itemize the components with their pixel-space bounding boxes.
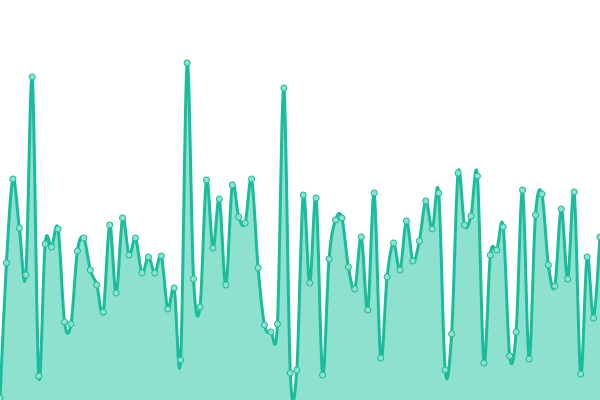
data-point-45: [286, 369, 294, 377]
data-point-19: [119, 214, 127, 222]
data-point-74: [473, 172, 481, 180]
data-point-17: [106, 221, 114, 229]
data-point-79: [506, 352, 514, 360]
data-point-44: [280, 84, 288, 92]
data-point-20: [125, 251, 133, 259]
data-point-22: [138, 269, 146, 277]
data-point-69: [441, 366, 449, 374]
data-point-27: [170, 284, 178, 292]
data-point-4: [22, 271, 30, 279]
data-point-82: [525, 355, 533, 363]
data-point-31: [196, 303, 204, 311]
data-point-33: [209, 244, 217, 252]
data-point-88: [564, 275, 572, 283]
data-point-43: [273, 320, 281, 328]
data-point-83: [531, 211, 539, 219]
data-point-55: [351, 285, 359, 293]
data-point-49: [312, 194, 320, 202]
data-point-14: [86, 266, 94, 274]
data-point-15: [93, 281, 101, 289]
data-point-67: [428, 225, 436, 233]
area-fill: [0, 62, 600, 400]
data-point-51: [325, 255, 333, 263]
data-point-76: [486, 251, 494, 259]
data-point-25: [157, 252, 165, 260]
data-point-32: [202, 176, 210, 184]
data-point-60: [383, 273, 391, 281]
data-point-37: [235, 213, 243, 221]
data-point-75: [480, 359, 488, 367]
data-point-42: [267, 328, 275, 336]
data-point-52: [331, 216, 339, 224]
data-point-34: [215, 195, 223, 203]
data-point-24: [151, 269, 159, 277]
data-point-70: [448, 330, 456, 338]
data-point-91: [583, 253, 591, 261]
data-point-64: [409, 257, 417, 265]
data-point-53: [338, 214, 346, 222]
data-points: [0, 59, 600, 400]
data-point-13: [80, 234, 88, 242]
data-point-29: [183, 59, 191, 67]
data-point-72: [461, 221, 469, 229]
data-point-11: [67, 320, 75, 328]
data-point-30: [190, 275, 198, 283]
data-point-7: [41, 240, 49, 248]
data-point-73: [467, 212, 475, 220]
data-point-92: [590, 314, 598, 322]
data-point-26: [164, 305, 172, 313]
data-point-47: [299, 191, 307, 199]
data-point-5: [28, 73, 36, 81]
data-point-39: [248, 175, 256, 183]
data-point-3: [15, 224, 23, 232]
data-point-0: [0, 394, 4, 400]
data-point-57: [364, 306, 372, 314]
data-point-48: [306, 279, 314, 287]
data-point-62: [396, 266, 404, 274]
data-point-87: [557, 205, 565, 213]
data-point-78: [499, 223, 507, 231]
data-point-2: [9, 175, 17, 183]
data-point-8: [48, 243, 56, 251]
data-point-10: [61, 318, 69, 326]
data-point-63: [402, 217, 410, 225]
data-point-54: [344, 263, 352, 271]
data-point-12: [73, 247, 81, 255]
data-point-6: [35, 372, 43, 380]
data-point-59: [377, 354, 385, 362]
data-point-89: [570, 188, 578, 196]
data-point-36: [228, 181, 236, 189]
data-point-23: [144, 253, 152, 261]
data-point-66: [422, 197, 430, 205]
data-point-84: [538, 190, 546, 198]
data-point-46: [293, 366, 301, 374]
data-point-1: [2, 259, 10, 267]
data-point-21: [131, 234, 139, 242]
data-point-40: [254, 264, 262, 272]
data-point-71: [454, 169, 462, 177]
data-point-90: [577, 370, 585, 378]
data-point-50: [319, 371, 327, 379]
data-point-80: [512, 328, 520, 336]
data-point-85: [544, 261, 552, 269]
data-point-61: [390, 239, 398, 247]
data-point-9: [54, 225, 62, 233]
data-point-28: [177, 356, 185, 364]
data-point-35: [222, 281, 230, 289]
data-point-81: [519, 186, 527, 194]
data-point-18: [112, 289, 120, 297]
data-point-86: [551, 282, 559, 290]
data-point-56: [357, 233, 365, 241]
data-point-16: [99, 308, 107, 316]
data-point-38: [241, 219, 249, 227]
data-point-65: [415, 237, 423, 245]
data-point-41: [261, 321, 269, 329]
data-point-58: [370, 189, 378, 197]
data-point-68: [435, 189, 443, 197]
data-point-93: [596, 233, 600, 241]
data-point-77: [493, 246, 501, 254]
